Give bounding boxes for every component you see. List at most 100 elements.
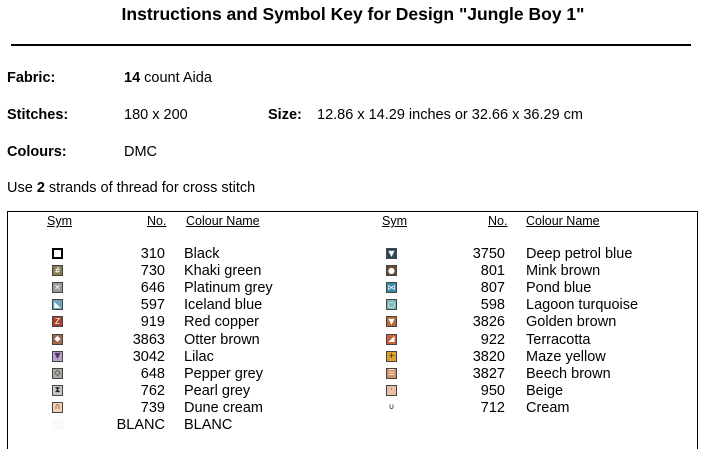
- colour-name: Iceland blue: [184, 297, 263, 314]
- dmc-number: 3863: [132, 331, 165, 348]
- dmc-number: 739: [140, 399, 165, 416]
- colour-name: Terracotta: [526, 331, 591, 348]
- stitch-symbol-icon: ∪: [386, 401, 397, 413]
- key-row: ▼ 3826 Golden brown: [8, 314, 697, 331]
- dmc-number: 598: [480, 297, 505, 314]
- colour-name: Lilac: [184, 348, 214, 365]
- dmc-number: 646: [140, 280, 165, 297]
- stitch-symbol-icon: [52, 419, 63, 430]
- fabric-label: Fabric:: [7, 70, 56, 86]
- stitches-label: Stitches:: [7, 107, 69, 123]
- colour-name: Pepper grey: [184, 365, 263, 382]
- colour-name: Black: [184, 246, 220, 262]
- dmc-number: 712: [480, 399, 505, 416]
- stitch-symbol-icon: ◣: [52, 299, 63, 311]
- dmc-number: 310: [140, 246, 165, 262]
- dmc-number: 922: [480, 331, 505, 348]
- stitch-symbol-icon: ☰: [386, 367, 397, 379]
- colour-name: Cream: [526, 399, 570, 416]
- dmc-number: BLANC: [116, 417, 165, 433]
- colour-name: Beech brown: [526, 365, 611, 382]
- stitch-symbol-icon: ∩: [52, 401, 63, 413]
- page-title: Instructions and Symbol Key for Design "…: [121, 4, 585, 24]
- stitch-symbol-icon: ▼: [386, 316, 397, 328]
- dmc-number: 950: [480, 382, 505, 399]
- dmc-number: 3826: [472, 314, 505, 331]
- key-row: ▼ 3042 Lilac: [8, 349, 697, 366]
- strands-instruction: Use 2 strands of thread for cross stitch: [7, 180, 256, 196]
- stitch-symbol-icon: ○: [386, 299, 397, 311]
- fabric-count: 14: [124, 70, 141, 86]
- key-row: Z 919 Red copper: [8, 314, 697, 331]
- key-row: ✕ 646 Platinum grey: [8, 280, 697, 297]
- dmc-number: 648: [140, 365, 165, 382]
- key-row: ○ 598 Lagoon turquoise: [8, 297, 697, 314]
- colour-name: Platinum grey: [184, 280, 273, 297]
- stitch-symbol-icon: ▼: [386, 248, 397, 259]
- stitch-symbol-icon: ▼: [52, 350, 63, 362]
- stitch-symbol-icon: ●: [386, 265, 397, 277]
- sym-header-right: Sym: [382, 214, 407, 228]
- colour-name: Deep petrol blue: [526, 246, 633, 262]
- colour-name-header-right: Colour Name: [526, 214, 600, 228]
- dmc-number: 3750: [472, 246, 505, 262]
- stitch-symbol-icon: #: [52, 265, 63, 277]
- dmc-number: 762: [140, 382, 165, 399]
- dmc-number: 3042: [132, 348, 165, 365]
- no-header-left: No.: [147, 214, 167, 228]
- stitch-symbol-icon: ⋈: [386, 282, 397, 294]
- dmc-number: 3820: [472, 348, 505, 365]
- colour-name: Pearl grey: [184, 382, 251, 399]
- key-row: ⋈ 807 Pond blue: [8, 280, 697, 297]
- key-row: ◢ 922 Terracotta: [8, 332, 697, 349]
- sym-header-left: Sym: [47, 214, 72, 228]
- stitch-symbol-icon: +: [386, 350, 397, 362]
- key-row: ▼ 3750 Deep petrol blue: [8, 246, 697, 263]
- key-row: ● 801 Mink brown: [8, 263, 697, 280]
- stitch-symbol-icon: Z: [52, 316, 63, 328]
- dmc-number: 801: [480, 263, 505, 280]
- key-row: ◇ 648 Pepper grey: [8, 366, 697, 383]
- key-row: 310 Black: [8, 246, 697, 263]
- stitch-symbol-icon: ◇: [52, 367, 63, 379]
- dmc-number: 807: [480, 280, 505, 297]
- stitch-symbol-icon: ◆: [52, 333, 63, 345]
- colour-name: Pond blue: [526, 280, 592, 297]
- stitch-symbol-icon: [52, 248, 63, 259]
- colour-name: Golden brown: [526, 314, 617, 331]
- key-row: ◣ 597 Iceland blue: [8, 297, 697, 314]
- colour-name: Maze yellow: [526, 348, 606, 365]
- fabric-type: count Aida: [140, 70, 212, 86]
- key-row: ☰ 3827 Beech brown: [8, 366, 697, 383]
- stitch-symbol-icon: ⧗: [52, 384, 63, 396]
- key-row: +3820 Maze yellow: [8, 349, 697, 366]
- size-value: 12.86 x 14.29 inches or 32.66 x 36.29 cm: [317, 107, 584, 123]
- colour-name: Beige: [526, 382, 564, 399]
- colour-name-header-left: Colour Name: [186, 214, 260, 228]
- colour-name: Lagoon turquoise: [526, 297, 639, 314]
- key-row: ⧗ 762 Pearl grey: [8, 383, 697, 400]
- no-header-right: No.: [488, 214, 508, 228]
- colours-label: Colours:: [7, 144, 67, 160]
- size-label: Size:: [268, 107, 302, 123]
- symbol-key-table: Sym No. Colour Name Sym No. Colour Name …: [7, 211, 698, 449]
- dmc-number: 730: [140, 263, 165, 280]
- colour-name: BLANC: [184, 417, 233, 433]
- dmc-number: 597: [140, 297, 165, 314]
- colour-name: Red copper: [184, 314, 259, 331]
- stitch-symbol-icon: ·: [386, 384, 397, 396]
- key-row: ∩ 739 Dune cream: [8, 400, 697, 417]
- colour-name: Otter brown: [184, 331, 260, 348]
- stitch-symbol-icon: ◢: [386, 333, 397, 345]
- stitch-symbol-icon: ✕: [52, 282, 63, 294]
- colour-name: Khaki green: [184, 263, 262, 280]
- key-row: ∪ 712 Cream: [8, 400, 697, 417]
- stitches-value: 180 x 200: [124, 107, 188, 123]
- dmc-number: 919: [140, 314, 165, 331]
- key-row: BLANC BLANC: [8, 417, 697, 434]
- dmc-number: 3827: [472, 365, 505, 382]
- colour-name: Dune cream: [184, 399, 263, 416]
- title-divider: [11, 44, 691, 46]
- strands-count: 2: [36, 180, 45, 196]
- colour-name: Mink brown: [526, 263, 601, 280]
